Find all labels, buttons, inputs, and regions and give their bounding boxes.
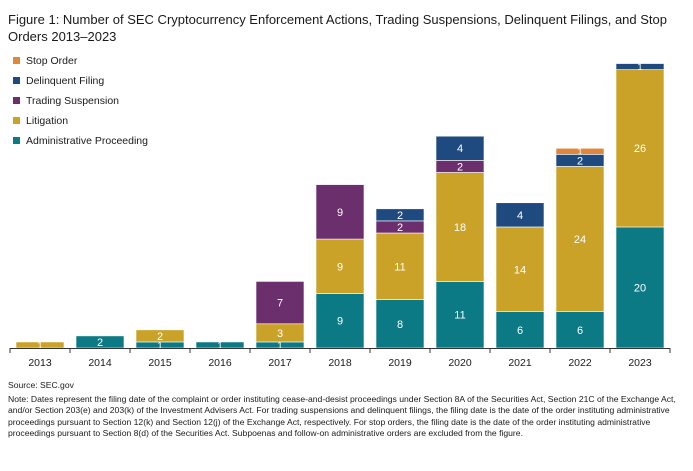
data-label-2018-trading-suspension: 9 bbox=[337, 207, 343, 219]
x-tick-label-2013: 2013 bbox=[28, 357, 52, 369]
data-label-2023-litigation: 26 bbox=[634, 143, 646, 155]
bar-2018-trading-suspension bbox=[315, 184, 365, 240]
data-label-2018-litigation: 9 bbox=[337, 261, 343, 273]
bar-2020-delinquent-filing bbox=[435, 135, 485, 161]
data-label-2022-delinquent-filing: 2 bbox=[577, 155, 583, 167]
data-label-2019-administrative-proceeding: 8 bbox=[397, 319, 403, 331]
legend: Stop Order Delinquent Filing Trading Suspe… bbox=[13, 55, 148, 147]
data-label-2022-administrative-proceeding: 6 bbox=[577, 325, 583, 337]
x-tick-label-2021: 2021 bbox=[508, 357, 532, 369]
bar-2015-litigation bbox=[135, 329, 185, 343]
x-tick-label-2018: 2018 bbox=[328, 357, 352, 369]
stacked-bar-chart: Stop Order Delinquent Filing Trading Suspe… bbox=[9, 55, 671, 369]
data-label-2023-administrative-proceeding: 20 bbox=[634, 282, 646, 294]
x-tick-label-2014: 2014 bbox=[88, 357, 112, 369]
chart-title: Figure 1: Number of SEC Cryptocurrency E… bbox=[8, 12, 667, 44]
bar-2017-trading-suspension bbox=[255, 281, 305, 325]
x-tick-label-2022: 2022 bbox=[568, 357, 592, 369]
data-label-2014-administrative-proceeding: 2 bbox=[97, 337, 103, 349]
bar-2021-delinquent-filing bbox=[495, 202, 545, 228]
legend-swatch-trading-suspension bbox=[13, 97, 20, 104]
x-tick-label-2020: 2020 bbox=[448, 357, 472, 369]
bar-2022-litigation bbox=[555, 166, 605, 312]
x-tick-label-2015: 2015 bbox=[148, 357, 172, 369]
data-label-2017-litigation: 3 bbox=[277, 328, 283, 340]
bar-2022-stop-order bbox=[555, 147, 605, 155]
data-label-2022-stop-order: 1 bbox=[577, 147, 582, 158]
data-label-2013-litigation: 1 bbox=[37, 340, 42, 351]
bar-2021-administrative-proceeding bbox=[495, 311, 545, 349]
legend-swatch-stop-order bbox=[13, 57, 20, 64]
source-note: Source: SEC.gov bbox=[8, 380, 74, 390]
data-label-2021-litigation: 14 bbox=[514, 264, 526, 276]
data-label-2020-trading-suspension: 2 bbox=[457, 161, 463, 173]
data-label-2020-delinquent-filing: 4 bbox=[457, 143, 463, 155]
data-label-2017-administrative-proceeding: 1 bbox=[277, 340, 282, 351]
legend-swatch-litigation bbox=[13, 117, 20, 124]
bar-2021-litigation bbox=[495, 226, 545, 312]
data-label-2023-delinquent-filing: 1 bbox=[637, 62, 642, 73]
bar-2019-litigation bbox=[375, 232, 425, 300]
data-label-2016-administrative-proceeding: 1 bbox=[217, 340, 222, 351]
legend-label-trading-suspension: Trading Suspension bbox=[26, 95, 119, 107]
data-label-2021-administrative-proceeding: 6 bbox=[517, 325, 523, 337]
data-label-2019-trading-suspension: 2 bbox=[397, 222, 403, 234]
data-label-2021-delinquent-filing: 4 bbox=[517, 210, 523, 222]
legend-label-stop-order: Stop Order bbox=[26, 55, 78, 67]
data-label-2015-litigation: 2 bbox=[157, 331, 163, 343]
x-tick-label-2019: 2019 bbox=[388, 357, 412, 369]
x-tick-label-2017: 2017 bbox=[268, 357, 292, 369]
data-label-2017-trading-suspension: 7 bbox=[277, 298, 283, 310]
bar-2022-administrative-proceeding bbox=[555, 311, 605, 349]
data-label-2022-litigation: 24 bbox=[574, 234, 586, 246]
bar-2018-litigation bbox=[315, 238, 365, 294]
x-tick-label-2023: 2023 bbox=[628, 357, 652, 369]
notes: Source: SEC.gov Note: Dates represent th… bbox=[8, 380, 688, 442]
bar-2019-delinquent-filing bbox=[375, 208, 425, 222]
legend-swatch-administrative-proceeding bbox=[13, 137, 20, 144]
bar-2023-litigation bbox=[615, 69, 665, 228]
data-label-2019-litigation: 11 bbox=[394, 261, 405, 273]
legend-label-administrative-proceeding: Administrative Proceeding bbox=[26, 135, 148, 147]
bar-2023-administrative-proceeding bbox=[615, 226, 665, 349]
legend-label-delinquent-filing: Delinquent Filing bbox=[26, 75, 104, 87]
data-label-2018-administrative-proceeding: 9 bbox=[337, 316, 343, 328]
bar-2023-delinquent-filing bbox=[615, 63, 665, 70]
x-axis: 2013 2014 2015 2016 2017 2018 2019 2020 2021 2022… bbox=[9, 348, 671, 369]
data-label-2015-administrative-proceeding: 1 bbox=[157, 340, 162, 351]
bar-2019-administrative-proceeding bbox=[375, 299, 425, 349]
bar-2020-litigation bbox=[435, 172, 485, 282]
data-label-2020-administrative-proceeding: 11 bbox=[454, 310, 465, 322]
data-label-2019-delinquent-filing: 2 bbox=[397, 210, 403, 222]
footnote: Note: Dates represent the filing date of… bbox=[8, 394, 676, 438]
legend-label-litigation: Litigation bbox=[26, 115, 68, 127]
x-tick-label-2016: 2016 bbox=[208, 357, 232, 369]
legend-swatch-delinquent-filing bbox=[13, 77, 20, 84]
data-label-2020-litigation: 18 bbox=[454, 222, 466, 234]
